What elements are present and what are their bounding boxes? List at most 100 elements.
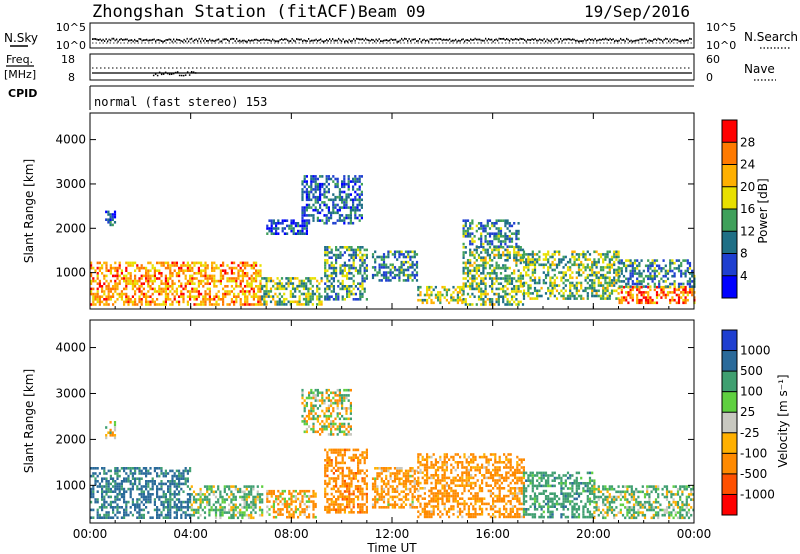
velocity-echo-cell <box>206 503 209 507</box>
nsky-sample <box>615 39 617 42</box>
power-echo-cell <box>378 255 381 259</box>
power-echo-cell <box>497 266 500 270</box>
power-echo-cell <box>153 277 156 280</box>
power-echo-cell <box>538 279 541 282</box>
velocity-echo-cell <box>147 511 150 514</box>
power-echo-cell <box>666 277 670 281</box>
power-echo-cell <box>361 292 364 296</box>
power-echo-cell <box>208 298 211 301</box>
power-echo-cell <box>332 201 335 204</box>
power-echo-cell <box>349 221 352 225</box>
velocity-echo-cell <box>109 516 112 519</box>
nsky-sample <box>537 39 539 42</box>
power-echo-cell <box>551 289 554 293</box>
power-echo-cell <box>629 259 632 262</box>
power-echo-cell <box>551 286 554 290</box>
velocity-echo-cell <box>348 492 351 496</box>
power-echo-cell <box>204 264 207 267</box>
velocity-echo-cell <box>347 407 350 410</box>
power-echo-cell <box>480 251 483 254</box>
nave-tick-bottom: 0 <box>706 71 713 84</box>
nsky-sample <box>567 38 569 40</box>
power-echo-cell <box>417 285 420 289</box>
power-echo-cell <box>488 264 492 267</box>
power-echo-cell <box>647 282 650 286</box>
power-echo-cell <box>255 264 258 267</box>
power-echo-cell <box>325 203 328 207</box>
nsky-sample <box>164 40 166 42</box>
nsky-sample <box>603 38 605 41</box>
power-echo-cell <box>522 255 526 259</box>
velocity-echo-cell <box>162 503 165 506</box>
power-echo-cell <box>599 268 603 272</box>
power-echo-cell <box>371 255 375 259</box>
power-echo-cell <box>222 300 225 304</box>
velocity-echo-cell <box>312 502 315 506</box>
power-echo-cell <box>480 227 483 230</box>
velocity-echo-cell <box>160 500 163 504</box>
power-echo-cell <box>147 282 150 285</box>
power-echo-cell <box>374 273 377 277</box>
power-echo-cell <box>151 282 154 285</box>
power-echo-cell <box>588 253 592 256</box>
power-echo-cell <box>341 214 344 217</box>
velocity-echo-cell <box>140 508 143 512</box>
power-echo-cell <box>312 208 315 212</box>
power-echo-cell <box>164 298 167 301</box>
nsky-sample <box>140 38 142 41</box>
velocity-echo-cell <box>314 388 317 392</box>
power-echo-cell <box>180 264 183 267</box>
power-echo-cell <box>633 267 637 270</box>
velocity-echo-cell <box>164 493 167 496</box>
power-echo-cell <box>691 288 694 292</box>
power-echo-cell <box>400 250 403 254</box>
nsky-sample <box>447 39 449 42</box>
power-echo-cell <box>508 303 511 306</box>
velocity-echo-cell <box>352 492 355 496</box>
station-title: Zhongshan Station (fitACF) <box>92 2 358 22</box>
power-echo-cell <box>175 290 178 293</box>
velocity-echo-cell <box>281 502 284 506</box>
power-echo-cell <box>499 235 503 238</box>
power-echo-cell <box>326 253 329 257</box>
velocity-echo-cell <box>357 472 360 475</box>
power-echo-cell <box>114 290 117 293</box>
power-echo-cell <box>488 303 492 306</box>
y-tick-label: 3000 <box>55 177 86 191</box>
power-echo-cell <box>325 180 328 183</box>
velocity-echo-cell <box>206 500 209 504</box>
power-echo-cell <box>591 266 594 269</box>
power-echo-cell <box>305 214 308 217</box>
power-echo-cell <box>195 277 198 280</box>
power-echo-cell <box>558 258 561 261</box>
nsky-sample <box>365 37 367 40</box>
power-echo-cell <box>358 180 361 183</box>
velocity-echo-cell <box>138 482 141 486</box>
power-echo-cell <box>211 277 214 280</box>
velocity-echo-cell <box>225 485 229 488</box>
power-echo-cell <box>508 235 511 238</box>
velocity-echo-cell <box>335 461 338 465</box>
power-echo-cell <box>338 214 341 217</box>
power-echo-cell <box>686 293 689 297</box>
velocity-echo-cell <box>236 516 240 520</box>
power-echo-cell <box>230 272 233 275</box>
power-echo-cell <box>586 258 589 261</box>
power-echo-cell <box>356 216 359 220</box>
power-echo-cell <box>160 287 163 291</box>
velocity-echo-cell <box>138 506 141 509</box>
power-echo-cell <box>354 292 357 296</box>
power-echo-cell <box>101 300 104 304</box>
power-colorbar-tick-label: 24 <box>740 158 755 172</box>
power-echo-cell <box>508 222 511 225</box>
power-echo-cell <box>515 303 518 306</box>
velocity-echo-cell <box>247 485 251 488</box>
power-echo-cell <box>235 282 238 285</box>
velocity-echo-cell <box>359 508 362 511</box>
power-echo-cell <box>464 222 467 225</box>
velocity-echo-cell <box>326 485 329 488</box>
power-echo-cell <box>182 264 185 267</box>
velocity-echo-cell <box>192 513 196 517</box>
velocity-echo-cell <box>208 493 211 496</box>
power-echo-cell <box>677 298 681 302</box>
